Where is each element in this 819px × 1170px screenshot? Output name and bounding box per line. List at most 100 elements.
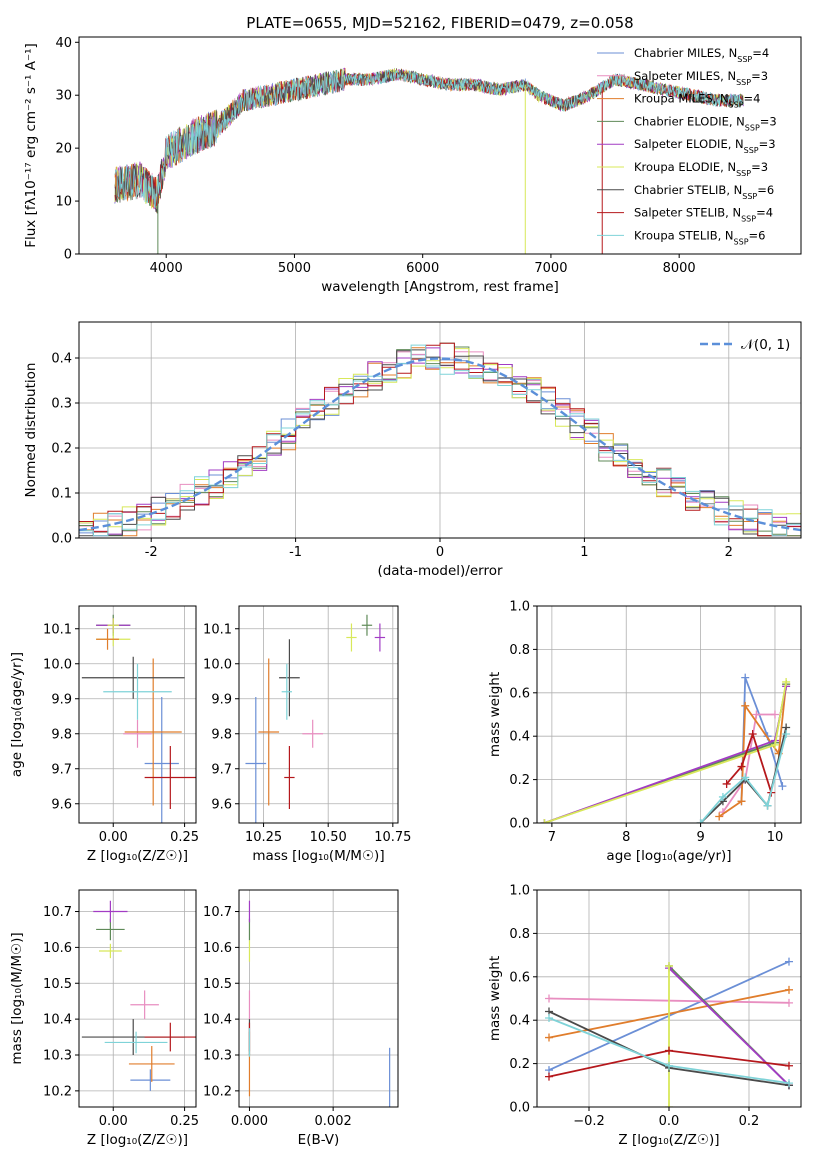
y-tick-label: 0.0 <box>51 532 72 547</box>
mass-weight-marker <box>540 819 549 823</box>
mass-weight-marker <box>748 730 757 739</box>
plot-frame <box>238 605 399 824</box>
mass-weight-line <box>725 731 773 793</box>
mass-weight-marker <box>737 762 746 771</box>
y-tick-label: 9.9 <box>211 692 232 707</box>
mass-weight-series <box>545 957 793 1107</box>
y-tick-label: 0 <box>64 248 72 263</box>
y-tick-label: 9.6 <box>51 797 72 812</box>
x-tick-label: -2 <box>145 545 158 560</box>
y-tick-label: 10.6 <box>43 941 72 956</box>
x-tick-label: 0 <box>436 545 444 560</box>
y-tick-label: 1.0 <box>509 600 530 615</box>
y-tick-label: 0.4 <box>509 1014 530 1029</box>
legend-label: Kroupa MILES, NSSP=4 <box>634 92 760 110</box>
y-tick-label: 10.4 <box>203 1013 232 1028</box>
y-tick-label: 0.2 <box>509 773 530 788</box>
mass-weight-marker <box>785 985 793 994</box>
y-tick-label: 9.8 <box>51 727 72 742</box>
y-tick-label: 9.7 <box>211 762 232 777</box>
y-tick-label: 10.1 <box>43 622 72 637</box>
frame-spectrum: 4000 5000 6000 7000 8000 0 10 20 30 40 wavelength … <box>23 36 802 295</box>
mass-weight-marker <box>770 740 779 749</box>
y-tick-label: 10.2 <box>43 1084 72 1099</box>
x-tick-label: 0.0 <box>659 1114 680 1129</box>
mass-weight-marker <box>737 797 746 806</box>
mass-weight-series <box>540 673 791 823</box>
mass-weight-marker <box>696 819 705 823</box>
x-tick-label: 0.002 <box>315 1114 352 1129</box>
legend-label: Salpeter MILES, NSSP=3 <box>634 69 768 87</box>
spectrum-legend: Chabrier MILES, NSSP=4 Salpeter MILES, NS… <box>597 46 777 246</box>
plot-frame <box>78 889 197 1108</box>
x-axis-label: Z [log₁₀(Z/Z☉)] <box>87 1132 188 1148</box>
x-tick-label: −0.2 <box>573 1114 605 1129</box>
mass-weight-marker <box>782 677 791 686</box>
y-tick-label: 0.3 <box>51 397 72 412</box>
y-tick-label: 0.8 <box>509 643 530 658</box>
y-tick-label: 10.0 <box>43 657 72 672</box>
y-tick-label: 10.3 <box>43 1048 72 1063</box>
x-tick-label: 7 <box>548 830 556 845</box>
frame-age_vs_mass: 10.25 10.50 10.75 9.6 9.7 9.8 9.9 10.0 10.1 mass … <box>203 605 411 864</box>
x-tick-label: 0.000 <box>231 1114 268 1129</box>
y-tick-label: 0.4 <box>509 730 530 745</box>
legend-label: Chabrier ELODIE, NSSP=3 <box>634 114 777 131</box>
mass-weight-marker <box>722 779 731 788</box>
y-tick-label: 0.0 <box>509 817 530 832</box>
y-tick-label: 9.7 <box>51 762 72 777</box>
x-tick-label: 8000 <box>663 261 696 276</box>
y-tick-label: 10.1 <box>203 622 232 637</box>
y-axis-label: Normed distribution <box>23 363 39 498</box>
y-tick-label: 0.4 <box>51 352 72 367</box>
residual-legend: 𝒩(0, 1) <box>700 337 790 353</box>
x-tick-label: 0.00 <box>99 830 128 845</box>
x-axis-label: Z [log₁₀(Z/Z☉)] <box>618 1132 719 1148</box>
x-tick-label: 5000 <box>278 261 311 276</box>
mass-weight-marker <box>785 1061 793 1070</box>
mass-weight-marker <box>785 998 793 1007</box>
histogram-series <box>79 342 801 537</box>
y-tick-label: 0.2 <box>509 1057 530 1072</box>
x-axis-label: age [log₁₀(age/yr)] <box>606 848 731 864</box>
y-tick-label: 30 <box>55 89 72 104</box>
x-tick-label: 4000 <box>150 261 183 276</box>
legend-label: Salpeter STELIB, NSSP=4 <box>634 206 773 224</box>
plot-frame <box>238 889 399 1108</box>
x-axis-label: mass [log₁₀(M/M☉)] <box>252 848 384 864</box>
legend-label: 𝒩(0, 1) <box>741 337 790 353</box>
x-tick-label: 0.2 <box>739 1114 760 1129</box>
y-tick-label: 10.7 <box>43 905 72 920</box>
mass-weight-marker <box>741 673 750 682</box>
y-tick-label: 9.9 <box>51 692 72 707</box>
mass-weight-marker <box>785 957 793 966</box>
y-tick-label: 9.8 <box>211 727 232 742</box>
y-tick-label: 40 <box>55 36 72 51</box>
mass-weight-marker <box>665 1046 673 1055</box>
y-tick-label: 10.2 <box>203 1084 232 1099</box>
y-axis-label: mass [log₁₀(M/M☉)] <box>9 932 25 1064</box>
spectrum-line <box>114 69 744 214</box>
x-tick-label: 10.25 <box>245 830 282 845</box>
mass-weight-marker <box>741 773 750 782</box>
errorbar-points <box>248 900 391 1107</box>
axes-age_vs_mass <box>239 606 398 823</box>
y-tick-label: 10.7 <box>203 905 232 920</box>
spectrum-lines <box>114 67 744 254</box>
axes-mass_vs_Z <box>79 890 196 1107</box>
y-axis-label: mass weight <box>487 672 503 757</box>
y-tick-label: 10 <box>55 195 72 210</box>
mass-weight-marker <box>770 710 779 719</box>
legend-label: Salpeter ELODIE, NSSP=3 <box>634 137 776 155</box>
x-tick-label: -1 <box>289 545 302 560</box>
mass-weight-line <box>722 713 775 813</box>
errorbar-points <box>81 614 196 823</box>
mass-weight-line <box>668 967 790 1086</box>
x-tick-label: 10.50 <box>310 830 347 845</box>
normal-reference-curve <box>79 357 801 532</box>
mass-weight-marker <box>778 782 787 791</box>
mass-weight-marker <box>752 710 761 719</box>
x-tick-label: 10.75 <box>374 830 411 845</box>
y-tick-label: 10.0 <box>203 657 232 672</box>
